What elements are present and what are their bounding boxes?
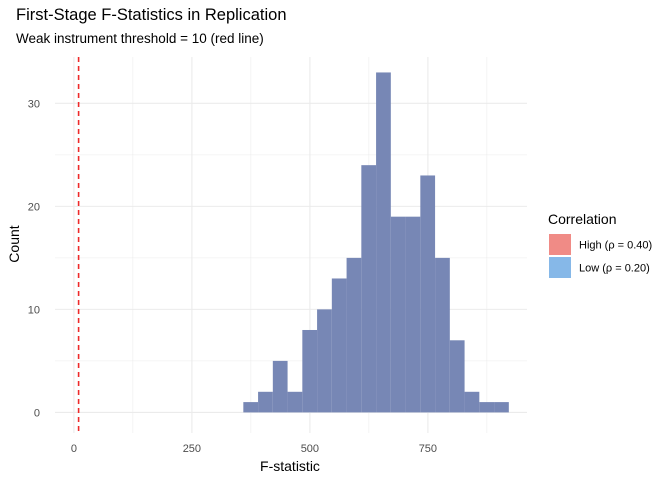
legend-swatch (549, 234, 571, 255)
x-tick-label: 500 (301, 443, 319, 455)
histogram-bar (494, 402, 509, 413)
histogram-bar (405, 216, 421, 413)
histogram-bars (243, 72, 509, 413)
legend-label: High (ρ = 0.40) (579, 240, 652, 252)
histogram-bar (287, 391, 303, 413)
histogram-bar (390, 216, 406, 413)
x-tick-label: 750 (419, 443, 437, 455)
histogram-bar (331, 278, 347, 413)
histogram-bar (449, 340, 465, 413)
grid-lines (55, 57, 527, 433)
histogram-bar (317, 309, 332, 413)
y-axis-title: Count (6, 225, 22, 262)
histogram-bar (258, 391, 273, 413)
legend-title: Correlation (548, 211, 616, 227)
x-axis-title: F-statistic (260, 458, 320, 474)
histogram-bar (420, 175, 436, 413)
y-axis-ticks: 0 10 20 30 (28, 98, 40, 419)
x-axis-ticks: 0 250 500 750 (71, 443, 437, 455)
histogram-bar (302, 329, 318, 413)
histogram-bar (376, 72, 391, 413)
histogram-bar (346, 257, 362, 413)
histogram-bar (479, 402, 495, 413)
histogram-bar (361, 165, 377, 413)
legend-label: Low (ρ = 0.20) (579, 263, 650, 275)
histogram-bar (272, 360, 288, 413)
chart-title: First-Stage F-Statistics in Replication (16, 6, 287, 24)
histogram-bar (435, 257, 450, 413)
histogram-bar (243, 402, 259, 413)
y-tick-label: 30 (28, 98, 40, 110)
x-tick-label: 250 (183, 443, 201, 455)
histogram-bar (464, 391, 480, 413)
legend-swatch (549, 257, 571, 278)
legend: Correlation High (ρ = 0.40) Low (ρ = 0.20… (548, 211, 652, 278)
y-tick-label: 10 (28, 304, 40, 316)
y-tick-label: 20 (28, 201, 40, 213)
chart-subtitle: Weak instrument threshold = 10 (red line… (16, 31, 264, 46)
y-tick-label: 0 (34, 407, 40, 419)
x-tick-label: 0 (71, 443, 77, 455)
